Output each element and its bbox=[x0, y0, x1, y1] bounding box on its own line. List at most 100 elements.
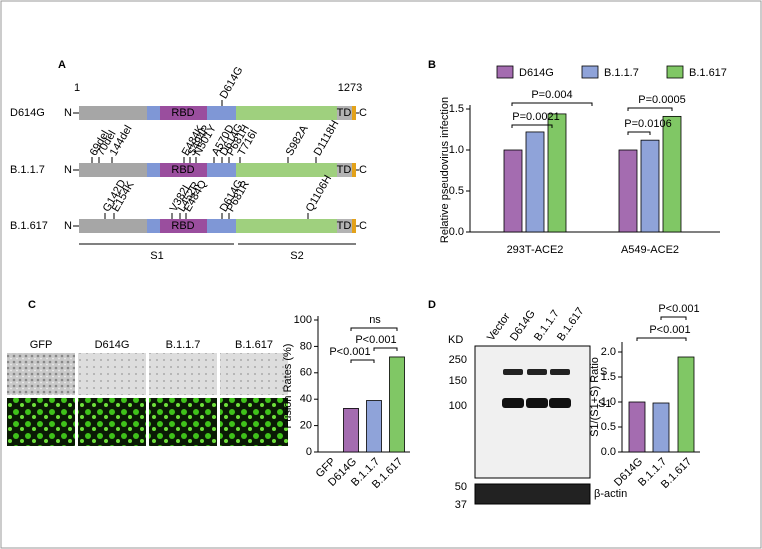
marker-label: 50 bbox=[455, 481, 467, 493]
bar bbox=[640, 139, 660, 233]
y-tick-label: 0.0 bbox=[601, 446, 616, 458]
y-tick-label: 1.5 bbox=[601, 371, 616, 383]
y-tick-label: 100 bbox=[294, 314, 312, 326]
y-tick-label: 2.0 bbox=[601, 346, 616, 358]
mutation-label: D614G bbox=[218, 65, 246, 101]
domain bbox=[147, 163, 160, 177]
bracket bbox=[660, 316, 687, 320]
annotation: ns bbox=[369, 314, 381, 326]
n-terminus: N bbox=[64, 164, 72, 176]
bracket bbox=[627, 131, 651, 135]
y-tick-label: 1.0 bbox=[449, 144, 464, 156]
annotation: P=0.004 bbox=[531, 89, 572, 101]
annotation: P=0.0005 bbox=[638, 94, 685, 106]
bracket bbox=[350, 359, 375, 363]
fluorescence-image bbox=[220, 398, 288, 446]
bracket bbox=[373, 347, 398, 351]
marker-label: 250 bbox=[449, 354, 467, 366]
lane-label: B.1.617 bbox=[555, 305, 587, 343]
domain bbox=[352, 163, 356, 177]
y-tick-label: 0.5 bbox=[449, 185, 464, 197]
y-tick-label: 40 bbox=[300, 393, 312, 405]
variant-name: B.1.1.7 bbox=[10, 164, 45, 176]
bracket bbox=[350, 327, 398, 331]
annotation: P=0.0106 bbox=[624, 118, 671, 130]
domain bbox=[236, 106, 337, 120]
s-band bbox=[503, 369, 523, 375]
legend-label: B.1.1.7 bbox=[604, 67, 639, 79]
rbd-label: RBD bbox=[171, 220, 194, 232]
td-label: TD bbox=[337, 164, 352, 176]
annotation: P<0.001 bbox=[329, 346, 370, 358]
domain bbox=[337, 106, 352, 120]
s1-band bbox=[549, 398, 571, 408]
domain bbox=[160, 163, 207, 177]
y-tick-label: 0.0 bbox=[449, 226, 464, 238]
y-axis-label: S1/(S1+S) Ratio bbox=[589, 357, 601, 437]
legend-swatch bbox=[496, 65, 514, 79]
blot-image bbox=[474, 345, 591, 479]
domain bbox=[79, 163, 147, 177]
s1-band bbox=[526, 398, 548, 408]
mutation-label: S982A bbox=[284, 123, 311, 158]
domain bbox=[207, 219, 236, 233]
end-residue: 1273 bbox=[338, 82, 362, 94]
micrograph-label: B.1.617 bbox=[235, 339, 273, 351]
y-tick-label: 80 bbox=[300, 340, 312, 352]
bar bbox=[503, 149, 523, 233]
brightfield-image bbox=[7, 353, 75, 395]
domain bbox=[147, 106, 160, 120]
domain bbox=[79, 106, 147, 120]
y-tick-label: 1.0 bbox=[601, 396, 616, 408]
legend-swatch bbox=[666, 65, 684, 79]
y-axis-label: Fusion Rates (%) bbox=[282, 344, 294, 429]
c-terminus: C bbox=[359, 164, 367, 176]
n-terminus: N bbox=[64, 220, 72, 232]
y-tick-label: 20 bbox=[300, 420, 312, 432]
marker-label: 150 bbox=[449, 375, 467, 387]
y-axis-label: Relative pseudovirus infection bbox=[439, 97, 451, 243]
bar bbox=[366, 400, 382, 453]
micrograph-label: B.1.1.7 bbox=[166, 339, 201, 351]
bracket bbox=[511, 124, 553, 128]
fluorescence-image bbox=[149, 398, 217, 446]
variant-name: D614G bbox=[10, 107, 45, 119]
bar bbox=[652, 402, 670, 453]
start-residue: 1 bbox=[74, 82, 80, 94]
bar bbox=[618, 149, 638, 233]
band-label: S bbox=[600, 366, 607, 378]
bracket bbox=[636, 337, 687, 341]
domain bbox=[352, 106, 356, 120]
mutation-label: Q1106H bbox=[304, 173, 334, 214]
legend-label: D614G bbox=[519, 67, 554, 79]
fluorescence-image bbox=[7, 398, 75, 446]
mutation-label: D1118H bbox=[312, 118, 342, 158]
y-tick-label: 0 bbox=[306, 446, 312, 458]
rbd-label: RBD bbox=[171, 107, 194, 119]
domain bbox=[236, 219, 337, 233]
legend-swatch bbox=[581, 65, 599, 79]
x-tick-label: A549-ACE2 bbox=[621, 244, 679, 256]
y-tick-label: 1.5 bbox=[449, 103, 464, 115]
s2-label: S2 bbox=[290, 250, 303, 262]
td-label: TD bbox=[337, 220, 352, 232]
domain bbox=[207, 106, 236, 120]
kd-label: KD bbox=[448, 334, 463, 346]
lane-label: Vector bbox=[485, 311, 513, 344]
bar bbox=[343, 408, 359, 453]
domain bbox=[79, 219, 147, 233]
marker-label: 100 bbox=[449, 400, 467, 412]
marker-label: 37 bbox=[455, 499, 467, 511]
bracket bbox=[511, 102, 593, 106]
domain bbox=[147, 219, 160, 233]
c-terminus: C bbox=[359, 107, 367, 119]
variant-name: B.1.617 bbox=[10, 220, 48, 232]
bar bbox=[662, 115, 682, 233]
micrograph-label: D614G bbox=[95, 339, 130, 351]
bar bbox=[525, 131, 545, 233]
actin-image bbox=[474, 483, 591, 505]
brightfield-image bbox=[78, 353, 146, 395]
n-terminus: N bbox=[64, 107, 72, 119]
